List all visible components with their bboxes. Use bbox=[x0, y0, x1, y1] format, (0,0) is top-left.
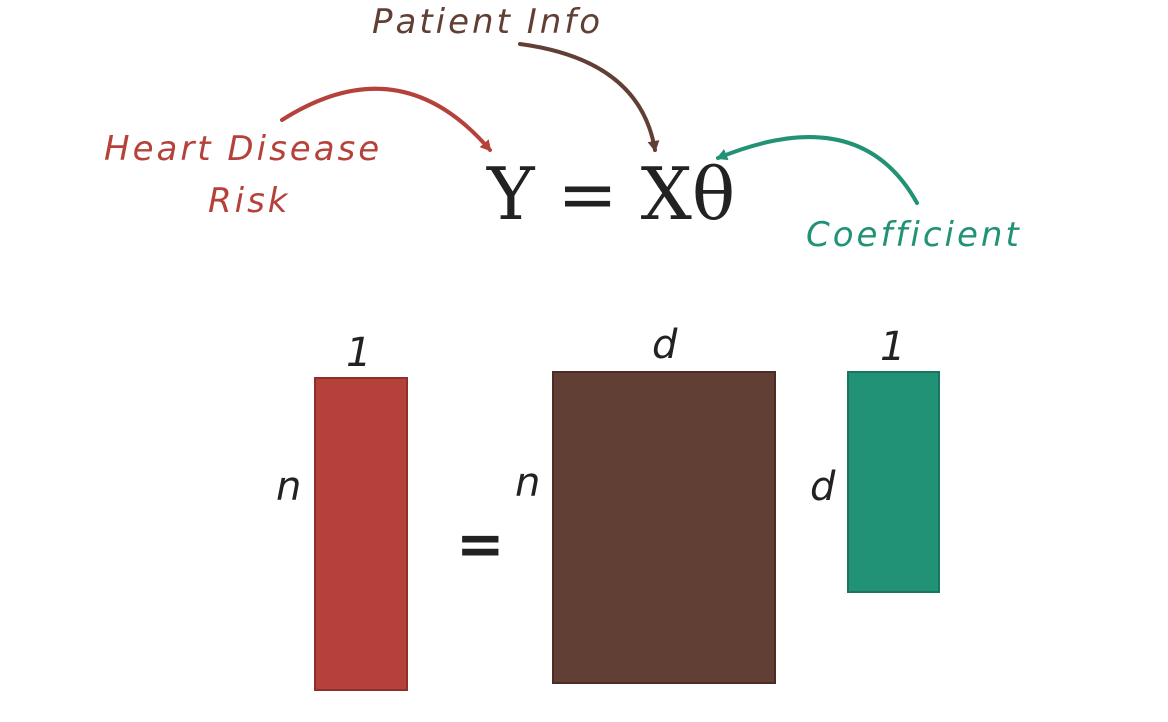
heart-disease-label-line1: Heart Disease bbox=[104, 129, 382, 169]
coefficient-label: Coefficient bbox=[806, 215, 1022, 255]
coefficient-arrow bbox=[716, 135, 919, 205]
x-matrix-rows-label: n bbox=[515, 460, 543, 506]
heart-disease-label-line2: Risk bbox=[208, 181, 290, 221]
equation-text: Y = Xθ bbox=[486, 152, 735, 236]
y-vector-rows-label: n bbox=[276, 464, 304, 510]
patient-info-label: Patient Info bbox=[372, 2, 603, 42]
heart-disease-arrow bbox=[280, 86, 492, 152]
equals-sign: = bbox=[456, 510, 508, 578]
theta-vector-block bbox=[847, 371, 940, 593]
theta-vector-cols-label: 1 bbox=[880, 324, 908, 370]
x-matrix-cols-label: d bbox=[652, 322, 680, 368]
x-matrix-block bbox=[552, 371, 776, 684]
patient-info-arrow bbox=[518, 42, 660, 152]
y-vector-block bbox=[314, 377, 408, 691]
y-vector-cols-label: 1 bbox=[346, 330, 374, 376]
theta-vector-rows-label: d bbox=[810, 464, 838, 510]
